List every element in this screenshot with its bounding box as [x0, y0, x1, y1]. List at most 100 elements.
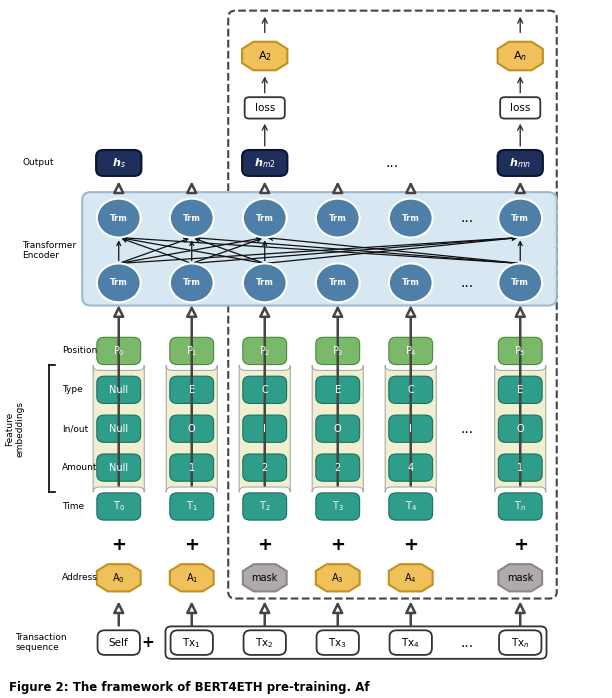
- Circle shape: [389, 199, 433, 237]
- Text: E: E: [335, 385, 341, 395]
- Text: In/out: In/out: [62, 424, 88, 433]
- Circle shape: [243, 199, 286, 237]
- Text: Type: Type: [62, 385, 83, 394]
- Text: E: E: [517, 385, 523, 395]
- Text: I: I: [409, 424, 412, 433]
- Text: Output: Output: [23, 158, 54, 168]
- Text: +: +: [111, 536, 126, 554]
- FancyBboxPatch shape: [312, 365, 364, 492]
- Circle shape: [498, 263, 542, 302]
- Text: ...: ...: [460, 211, 474, 225]
- Text: Trm: Trm: [402, 214, 420, 223]
- Circle shape: [316, 263, 360, 302]
- Text: Self: Self: [109, 637, 129, 648]
- Text: P$_0$: P$_0$: [113, 344, 125, 358]
- Text: Null: Null: [109, 424, 129, 433]
- Polygon shape: [498, 564, 542, 591]
- FancyBboxPatch shape: [316, 376, 360, 403]
- FancyBboxPatch shape: [166, 365, 217, 492]
- FancyBboxPatch shape: [245, 97, 285, 119]
- FancyBboxPatch shape: [389, 454, 433, 481]
- FancyBboxPatch shape: [170, 376, 214, 403]
- FancyBboxPatch shape: [316, 337, 360, 364]
- Circle shape: [389, 263, 433, 302]
- Text: E: E: [188, 385, 195, 395]
- Text: P$_5$: P$_5$: [514, 344, 526, 358]
- Text: Transformer
Encoder: Transformer Encoder: [23, 241, 76, 260]
- Text: Null: Null: [109, 463, 129, 473]
- Text: P$_4$: P$_4$: [405, 344, 417, 358]
- Text: P$_1$: P$_1$: [186, 344, 198, 358]
- Text: Trm: Trm: [511, 214, 529, 223]
- FancyBboxPatch shape: [97, 337, 141, 364]
- Text: mask: mask: [507, 573, 534, 583]
- Text: Figure 2: The framework of BERT4ETH pre-training. Af: Figure 2: The framework of BERT4ETH pre-…: [9, 681, 370, 695]
- Text: ...: ...: [386, 156, 399, 170]
- Text: Transaction
sequence: Transaction sequence: [15, 633, 67, 653]
- Text: Trm: Trm: [329, 214, 346, 223]
- Text: ...: ...: [460, 636, 474, 650]
- Polygon shape: [316, 564, 360, 591]
- FancyBboxPatch shape: [96, 150, 141, 176]
- FancyBboxPatch shape: [498, 150, 543, 176]
- Text: Address: Address: [62, 573, 98, 582]
- Circle shape: [498, 199, 542, 237]
- FancyBboxPatch shape: [316, 415, 360, 443]
- Text: +: +: [257, 536, 272, 554]
- FancyBboxPatch shape: [494, 365, 546, 492]
- FancyBboxPatch shape: [385, 365, 436, 492]
- FancyBboxPatch shape: [97, 454, 141, 481]
- Circle shape: [170, 199, 214, 237]
- FancyBboxPatch shape: [498, 337, 542, 364]
- Text: Tx$_3$: Tx$_3$: [329, 636, 347, 650]
- Text: Trm: Trm: [256, 214, 274, 223]
- Text: +: +: [141, 635, 154, 650]
- Text: Trm: Trm: [183, 279, 201, 288]
- Circle shape: [243, 263, 286, 302]
- Circle shape: [316, 199, 360, 237]
- Text: ...: ...: [460, 422, 474, 436]
- Text: Trm: Trm: [256, 279, 274, 288]
- Text: T$_1$: T$_1$: [186, 500, 198, 514]
- Text: 1: 1: [188, 463, 195, 473]
- FancyBboxPatch shape: [389, 337, 433, 364]
- FancyBboxPatch shape: [498, 454, 542, 481]
- FancyBboxPatch shape: [97, 493, 141, 520]
- Text: O: O: [517, 424, 524, 433]
- Text: Time: Time: [62, 502, 84, 511]
- Text: A$_4$: A$_4$: [405, 571, 417, 585]
- Text: $\boldsymbol{h}_s$: $\boldsymbol{h}_s$: [112, 156, 125, 170]
- Text: Trm: Trm: [110, 279, 128, 288]
- Text: T$_3$: T$_3$: [332, 500, 344, 514]
- Text: Tx$_2$: Tx$_2$: [255, 636, 274, 650]
- Text: Null: Null: [109, 385, 129, 395]
- FancyBboxPatch shape: [170, 415, 214, 443]
- FancyBboxPatch shape: [243, 493, 286, 520]
- Polygon shape: [170, 564, 214, 591]
- Text: 4: 4: [408, 463, 414, 473]
- Text: loss: loss: [510, 103, 531, 113]
- FancyBboxPatch shape: [500, 97, 540, 119]
- Text: Trm: Trm: [110, 214, 128, 223]
- Text: T$_2$: T$_2$: [259, 500, 271, 514]
- Text: I: I: [263, 424, 266, 433]
- FancyBboxPatch shape: [93, 365, 144, 492]
- FancyBboxPatch shape: [97, 376, 141, 403]
- FancyBboxPatch shape: [390, 630, 432, 655]
- Text: A$_1$: A$_1$: [185, 571, 198, 585]
- Text: 1: 1: [517, 463, 523, 473]
- Text: mask: mask: [252, 573, 278, 583]
- FancyBboxPatch shape: [82, 192, 557, 306]
- Text: Tx$_n$: Tx$_n$: [511, 636, 529, 650]
- Text: $\boldsymbol{h}_{mn}$: $\boldsymbol{h}_{mn}$: [509, 156, 531, 170]
- Text: Tx$_4$: Tx$_4$: [401, 636, 420, 650]
- Text: ...: ...: [460, 276, 474, 290]
- Text: P$_3$: P$_3$: [332, 344, 343, 358]
- FancyBboxPatch shape: [389, 376, 433, 403]
- FancyBboxPatch shape: [243, 376, 286, 403]
- Polygon shape: [242, 42, 288, 70]
- Text: A$_2$: A$_2$: [258, 49, 272, 63]
- FancyBboxPatch shape: [498, 493, 542, 520]
- FancyBboxPatch shape: [316, 454, 360, 481]
- Text: +: +: [330, 536, 345, 554]
